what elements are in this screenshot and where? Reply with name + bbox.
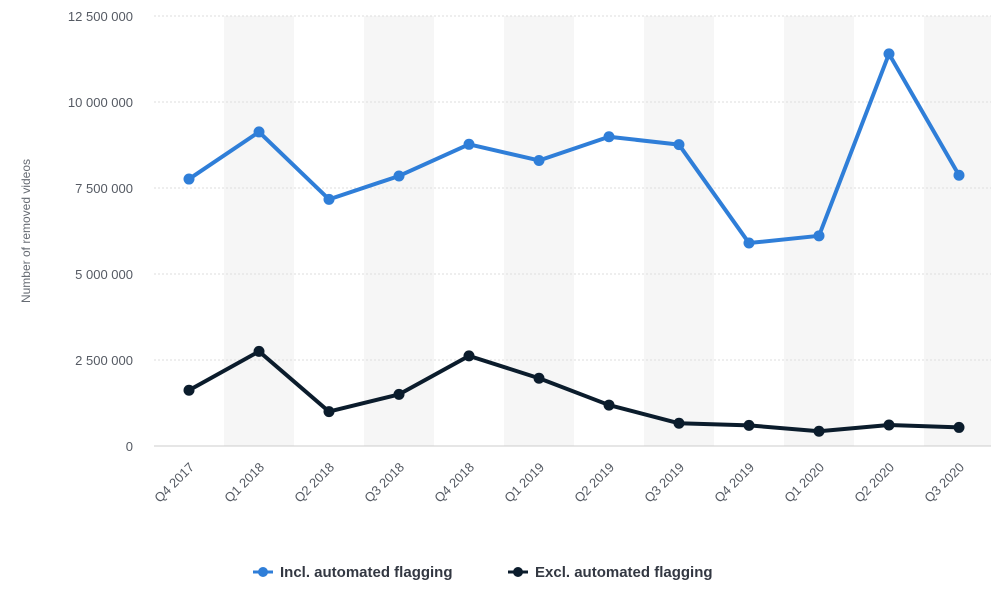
- x-tick-label: Q2 2020: [851, 460, 897, 506]
- x-tick-label: Q3 2019: [641, 460, 687, 506]
- y-tick-label: 2 500 000: [75, 353, 133, 368]
- series-line: [187, 349, 961, 434]
- data-point[interactable]: [183, 173, 195, 185]
- x-tick-label: Q3 2018: [361, 460, 407, 506]
- alternating-bands: [224, 16, 991, 446]
- x-tick-label: Q1 2020: [781, 460, 827, 506]
- data-point[interactable]: [673, 417, 685, 429]
- x-tick-label: Q1 2018: [221, 460, 267, 506]
- data-point[interactable]: [953, 169, 965, 181]
- legend-item[interactable]: Incl. automated flagging: [253, 564, 453, 581]
- data-point[interactable]: [953, 421, 965, 433]
- data-point[interactable]: [183, 384, 195, 396]
- data-point[interactable]: [253, 345, 265, 357]
- data-point[interactable]: [883, 419, 895, 431]
- y-tick-label: 0: [126, 439, 133, 454]
- x-tick-label: Q2 2019: [571, 460, 617, 506]
- data-point[interactable]: [603, 131, 615, 143]
- data-point[interactable]: [393, 388, 405, 400]
- data-point[interactable]: [813, 425, 825, 437]
- data-point[interactable]: [253, 126, 265, 138]
- data-point[interactable]: [743, 419, 755, 431]
- data-point[interactable]: [743, 237, 755, 249]
- x-axis-ticks: Q4 2017 Q1 2018 Q2 2018 Q3 2018 Q4 2018 Q1 20…: [151, 460, 967, 506]
- y-axis-title: Number of removed videos: [19, 159, 33, 303]
- data-point[interactable]: [533, 372, 545, 384]
- legend-item[interactable]: Excl. automated flagging: [508, 564, 713, 581]
- y-tick-label: 10 000 000: [68, 95, 133, 110]
- series-1: [183, 48, 965, 249]
- x-tick-label: Q3 2020: [921, 460, 967, 506]
- x-tick-label: Q4 2017: [151, 460, 197, 506]
- data-point[interactable]: [673, 139, 685, 151]
- y-tick-label: 5 000 000: [75, 267, 133, 282]
- category-band: [924, 16, 991, 446]
- series-2: [183, 345, 965, 437]
- series-line: [187, 51, 961, 246]
- x-tick-label: Q2 2018: [291, 460, 337, 506]
- data-point[interactable]: [393, 170, 405, 182]
- data-point[interactable]: [603, 399, 615, 411]
- data-point[interactable]: [323, 406, 335, 418]
- category-band: [644, 16, 714, 446]
- category-band: [224, 16, 294, 446]
- legend-label: Excl. automated flagging: [535, 564, 713, 581]
- data-point[interactable]: [323, 193, 335, 205]
- y-tick-label: 7 500 000: [75, 181, 133, 196]
- x-tick-label: Q4 2019: [711, 460, 757, 506]
- legend-marker: [513, 567, 523, 577]
- x-tick-label: Q4 2018: [431, 460, 477, 506]
- legend-marker: [258, 567, 268, 577]
- gridlines: [154, 15, 991, 447]
- data-point[interactable]: [883, 48, 895, 60]
- legend-label: Incl. automated flagging: [280, 564, 453, 581]
- x-tick-label: Q1 2019: [501, 460, 547, 506]
- legend[interactable]: Incl. automated flagging Excl. automated …: [253, 564, 713, 581]
- data-point[interactable]: [463, 138, 475, 150]
- y-tick-label: 12 500 000: [68, 9, 133, 24]
- series-group: [183, 48, 965, 437]
- category-band: [364, 16, 434, 446]
- y-axis-ticks: 0 2 500 000 5 000 000 7 500 000 10 000 000 12…: [68, 9, 133, 454]
- data-point[interactable]: [533, 154, 545, 166]
- data-point[interactable]: [463, 350, 475, 362]
- data-point[interactable]: [813, 230, 825, 242]
